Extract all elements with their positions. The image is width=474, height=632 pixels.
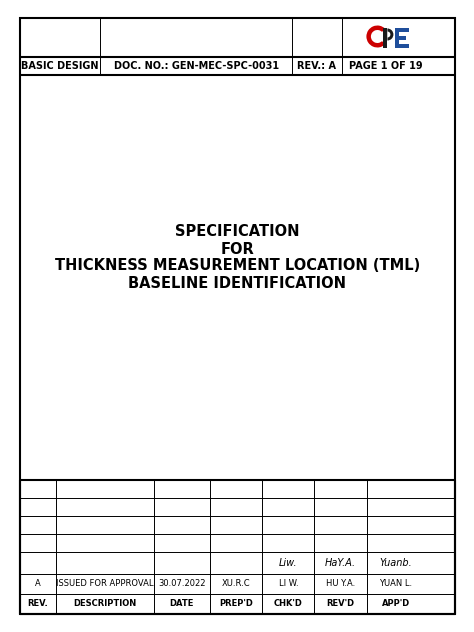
Text: XU.R.C: XU.R.C <box>222 580 250 588</box>
Text: HU Y.A.: HU Y.A. <box>326 580 355 588</box>
Wedge shape <box>366 25 385 47</box>
Text: DOC. NO.: GEN-MEC-SPC-0031: DOC. NO.: GEN-MEC-SPC-0031 <box>114 61 279 71</box>
Text: HaY.A.: HaY.A. <box>325 558 356 568</box>
Text: FOR: FOR <box>220 241 255 257</box>
Text: BASIC DESIGN: BASIC DESIGN <box>21 61 99 71</box>
Text: Liw.: Liw. <box>279 558 298 568</box>
Text: ISSUED FOR APPROVAL: ISSUED FOR APPROVAL <box>56 580 154 588</box>
Bar <box>20 75 455 480</box>
Text: DESCRIPTION: DESCRIPTION <box>73 600 136 609</box>
Text: YUAN L.: YUAN L. <box>380 580 413 588</box>
Text: PAGE 1 OF 19: PAGE 1 OF 19 <box>348 61 422 71</box>
Text: LI W.: LI W. <box>279 580 298 588</box>
Text: APP'D: APP'D <box>382 600 410 609</box>
Bar <box>400 44 410 47</box>
Text: BASELINE IDENTIFICATION: BASELINE IDENTIFICATION <box>128 276 346 291</box>
Text: A: A <box>35 580 41 588</box>
Text: SPECIFICATION: SPECIFICATION <box>175 224 300 240</box>
Text: Yuanb.: Yuanb. <box>380 558 412 568</box>
Text: CHK'D: CHK'D <box>274 600 303 609</box>
Bar <box>400 28 410 32</box>
Bar <box>400 35 406 39</box>
Wedge shape <box>387 28 393 40</box>
Text: PREP'D: PREP'D <box>219 600 253 609</box>
Text: REV.: A: REV.: A <box>297 61 337 71</box>
Wedge shape <box>387 32 391 37</box>
Text: 30.07.2022: 30.07.2022 <box>158 580 206 588</box>
Text: DATE: DATE <box>170 600 194 609</box>
Text: REV.: REV. <box>27 600 48 609</box>
Bar <box>395 28 400 47</box>
Text: REV'D: REV'D <box>327 600 355 609</box>
Bar <box>383 28 387 47</box>
Text: THICKNESS MEASUREMENT LOCATION (TML): THICKNESS MEASUREMENT LOCATION (TML) <box>55 258 420 274</box>
